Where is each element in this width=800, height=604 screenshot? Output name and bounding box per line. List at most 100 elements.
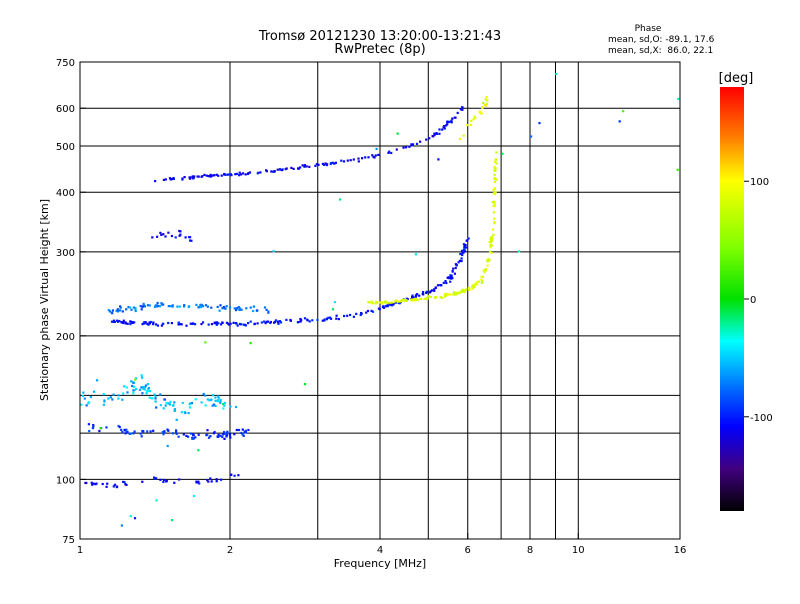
data-point (449, 280, 452, 283)
data-point (225, 305, 228, 308)
data-point (372, 155, 375, 158)
data-point (132, 385, 135, 388)
data-point (154, 400, 157, 403)
data-point (256, 309, 259, 312)
data-point (141, 480, 144, 483)
y-tick-label: 600 (56, 104, 75, 115)
data-point (155, 305, 158, 308)
data-point (188, 176, 191, 179)
data-point (167, 321, 170, 325)
x-tick-label: 10 (572, 545, 585, 556)
data-point (144, 384, 148, 387)
data-point (485, 95, 488, 99)
data-point (160, 303, 163, 306)
data-point (217, 433, 220, 436)
data-point (276, 321, 280, 324)
data-point (134, 378, 137, 381)
data-point (327, 316, 330, 319)
data-point (289, 318, 292, 322)
data-point (237, 428, 241, 432)
data-point (411, 294, 414, 297)
data-point (458, 259, 461, 262)
data-point (384, 300, 387, 303)
data-point (335, 314, 338, 317)
data-point (105, 426, 108, 429)
data-point (428, 137, 431, 140)
data-point (337, 318, 340, 321)
data-point (252, 309, 255, 313)
data-point (245, 307, 248, 310)
data-point (236, 324, 239, 327)
data-point (128, 432, 131, 435)
data-point (168, 403, 171, 406)
data-point (404, 298, 407, 301)
data-point (425, 291, 428, 294)
data-point (134, 309, 137, 313)
data-point (492, 233, 495, 236)
data-point (162, 303, 165, 306)
data-point (472, 118, 475, 121)
data-point (256, 172, 259, 175)
data-point (244, 324, 247, 327)
data-point (446, 276, 449, 279)
data-point (223, 401, 226, 405)
data-point (340, 159, 343, 162)
data-point (467, 237, 470, 240)
data-point (425, 297, 428, 300)
data-point (147, 387, 150, 390)
data-point (240, 431, 243, 435)
data-point (441, 128, 444, 131)
data-point (676, 168, 679, 171)
data-point (228, 306, 232, 309)
data-point (214, 399, 217, 402)
data-point (116, 485, 119, 488)
data-point (200, 401, 203, 404)
data-point (389, 304, 392, 307)
data-point (189, 322, 192, 325)
data-point (338, 198, 342, 201)
data-point (164, 404, 167, 407)
data-point (130, 308, 133, 311)
data-point (119, 309, 122, 312)
data-point (481, 275, 484, 278)
data-point (135, 387, 138, 391)
data-point (452, 267, 455, 270)
data-point (461, 108, 464, 111)
data-point (391, 301, 394, 304)
data-point (209, 175, 212, 178)
colorbar-ticks: 100 0 -100 (744, 177, 773, 424)
data-point (211, 404, 214, 407)
data-point (83, 397, 86, 400)
data-point (321, 162, 324, 165)
data-point (493, 205, 496, 208)
data-point (493, 200, 496, 203)
data-point (440, 284, 443, 287)
data-point (162, 433, 165, 436)
data-point (133, 517, 137, 520)
data-point (494, 160, 497, 164)
data-point (191, 322, 194, 325)
data-point (465, 246, 468, 249)
data-point (317, 163, 320, 166)
data-point (92, 424, 95, 427)
data-point (133, 321, 136, 324)
data-point (87, 423, 90, 426)
data-point (418, 294, 421, 297)
data-point (252, 305, 255, 308)
data-point (234, 309, 238, 312)
data-point (444, 280, 447, 283)
data-point (159, 393, 162, 396)
data-point (132, 432, 135, 435)
data-point (160, 302, 163, 305)
data-point (241, 428, 244, 431)
data-point (342, 160, 346, 163)
data-point (460, 257, 463, 260)
data-point (154, 180, 157, 183)
data-point (205, 174, 208, 177)
data-point (379, 301, 382, 304)
data-point (432, 135, 435, 138)
data-point (492, 211, 495, 214)
data-point (199, 306, 202, 309)
data-point (365, 311, 368, 314)
